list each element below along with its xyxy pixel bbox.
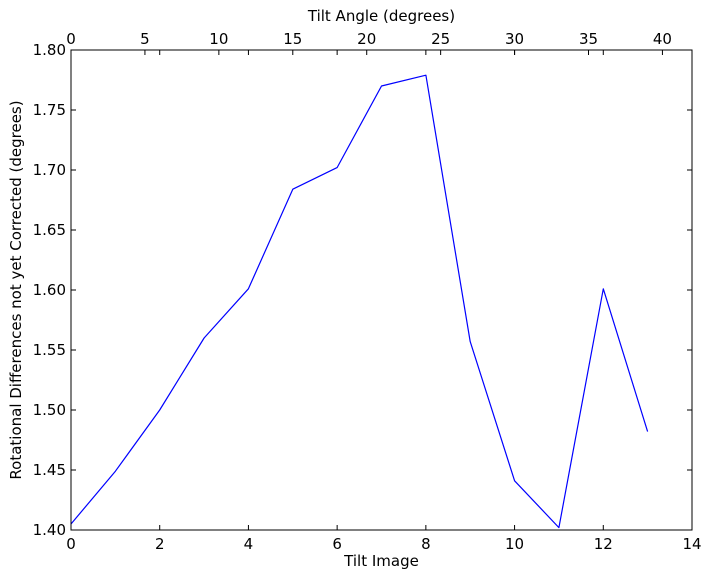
top-axis-tick-label: 40 [653,30,672,48]
top-axis-title: Tilt Angle (degrees) [307,7,455,25]
x-tick-label: 8 [421,535,431,553]
y-tick-label: 1.40 [33,521,66,539]
x-tick-label: 4 [244,535,254,553]
x-tick-label: 12 [594,535,613,553]
top-axis-tick-label: 20 [357,30,376,48]
y-tick-label: 1.75 [33,101,66,119]
x-tick-label: 6 [332,535,342,553]
y-tick-label: 1.60 [33,281,66,299]
top-axis-tick-label: 5 [140,30,150,48]
tick-marks [70,49,693,531]
x-axis-title: Tilt Image [343,552,419,570]
x-tick-label: 2 [155,535,165,553]
axes-frame [70,49,693,531]
tick-labels: 0 2 4 6 8 10 12 14 0 5 10 15 20 25 30 35 40 1.40 1.45 1.50 1… [33,30,702,553]
x-tick-label: 0 [66,535,76,553]
top-axis-tick-label: 30 [505,30,524,48]
x-tick-label: 10 [505,535,524,553]
top-axis-tick-label: 10 [209,30,228,48]
y-tick-label: 1.80 [33,41,66,59]
top-axis-tick-label: 35 [579,30,598,48]
y-tick-label: 1.50 [33,401,66,419]
y-tick-label: 1.55 [33,341,66,359]
series-line [70,74,649,529]
x-tick-label: 14 [682,535,701,553]
y-axis-title: Rotational Differences not yet Corrected… [7,100,25,479]
top-axis-tick-label: 0 [66,30,76,48]
top-axis-tick-label: 15 [283,30,302,48]
top-axis-tick-label: 25 [431,30,450,48]
y-tick-label: 1.70 [33,161,66,179]
y-tick-label: 1.65 [33,221,66,239]
plot-area [70,74,649,529]
y-tick-label: 1.45 [33,461,66,479]
